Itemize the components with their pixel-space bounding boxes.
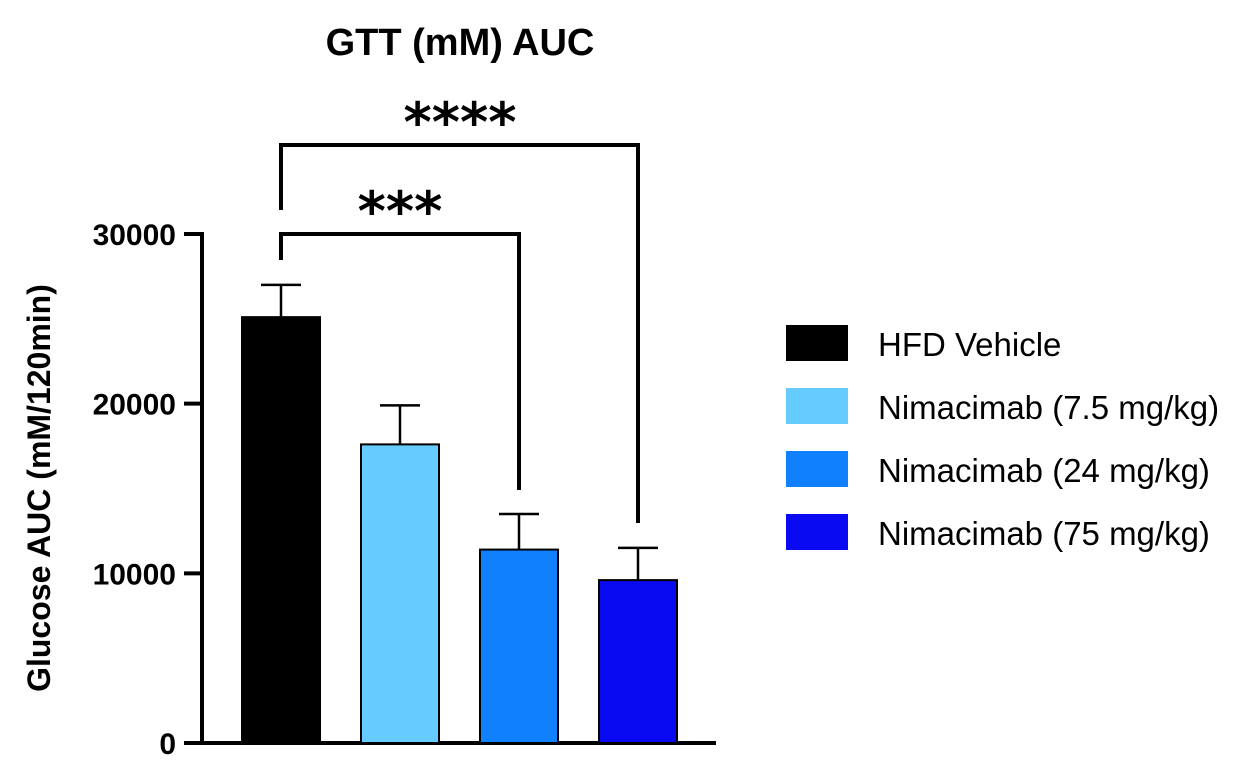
bar (241, 316, 321, 744)
bar (360, 443, 440, 744)
y-tick-label: 0 (159, 728, 176, 761)
bar (479, 548, 559, 745)
y-tick-label: 10000 (93, 558, 176, 591)
legend-label: Nimacimab (75 mg/kg) (878, 515, 1210, 552)
legend-swatch (786, 388, 848, 424)
legend: HFD Vehicle Nimacimab (7.5 mg/kg) Nimacima… (786, 325, 1219, 552)
legend-swatch (786, 514, 848, 550)
y-tick-label: 30000 (93, 219, 176, 252)
legend-label: Nimacimab (24 mg/kg) (878, 452, 1210, 489)
significance-brackets: ******* (279, 91, 640, 523)
significance-bracket (279, 143, 640, 523)
legend-swatch (786, 451, 848, 487)
bars (241, 316, 678, 745)
significance-bracket (279, 232, 521, 490)
bar (598, 579, 678, 744)
significance-label: **** (404, 91, 517, 154)
legend-swatch (786, 325, 848, 361)
y-axis-label: Glucose AUC (mM/120min) (21, 284, 57, 692)
y-tick-label: 20000 (93, 389, 176, 422)
legend-label: Nimacimab (7.5 mg/kg) (878, 389, 1219, 426)
error-bars (261, 283, 658, 581)
legend-label: HFD Vehicle (878, 326, 1061, 363)
chart-title: GTT (mM) AUC (326, 22, 595, 64)
significance-label: *** (358, 180, 443, 243)
